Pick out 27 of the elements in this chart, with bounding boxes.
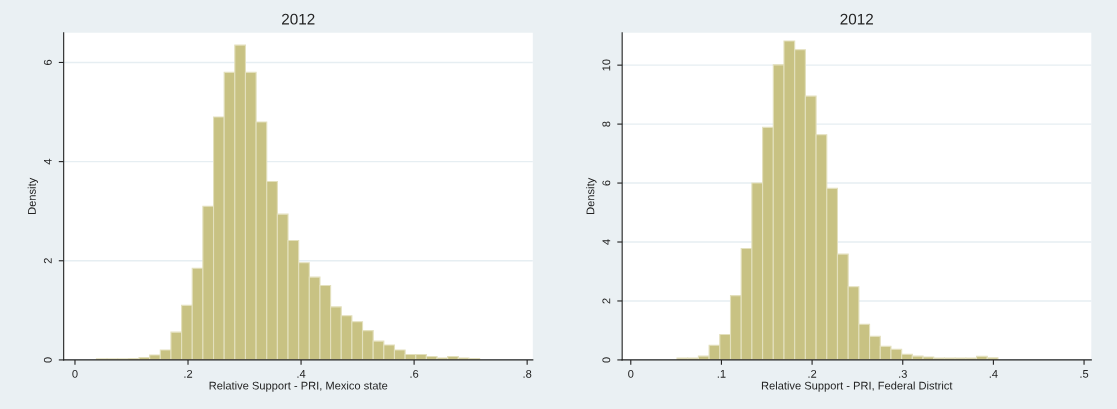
x-tick-label: .5 (1080, 370, 1089, 378)
y-tick-label: 4 (602, 239, 611, 245)
y-tick-label: 4 (44, 158, 52, 165)
x-tick-label: .4 (989, 370, 998, 378)
y-tick-label: 2 (43, 258, 52, 264)
x-tick-label: 0 (72, 369, 78, 378)
x-axis-title: Relative Support - PRI, Mexico state (209, 381, 388, 392)
x-tick-label: .3 (899, 369, 907, 378)
y-tick-label: 0 (43, 357, 52, 363)
x-tick-label: .6 (410, 369, 419, 378)
x-axis-title: Relative Support - PRI, Federal District (761, 381, 953, 392)
y-tick-label: 6 (43, 59, 52, 65)
chart-title: 2012 (840, 13, 873, 25)
y-tick-label: 0 (602, 357, 611, 363)
y-axis-title: Density (27, 177, 39, 214)
y-tick-label: 2 (602, 298, 611, 304)
x-tick-label: .2 (184, 369, 193, 378)
chart-title: 2012 (282, 13, 315, 25)
x-tick-label: .1 (717, 370, 726, 378)
x-tick-label: .8 (523, 369, 532, 378)
y-tick-label: 8 (602, 121, 611, 127)
y-axis-title: Density (586, 177, 597, 214)
x-tick-label: .2 (808, 369, 817, 378)
x-tick-label: .4 (297, 370, 306, 378)
y-tick-label: 6 (602, 180, 611, 186)
y-tick-label: 10 (602, 59, 611, 71)
x-tick-label: 0 (628, 369, 634, 378)
